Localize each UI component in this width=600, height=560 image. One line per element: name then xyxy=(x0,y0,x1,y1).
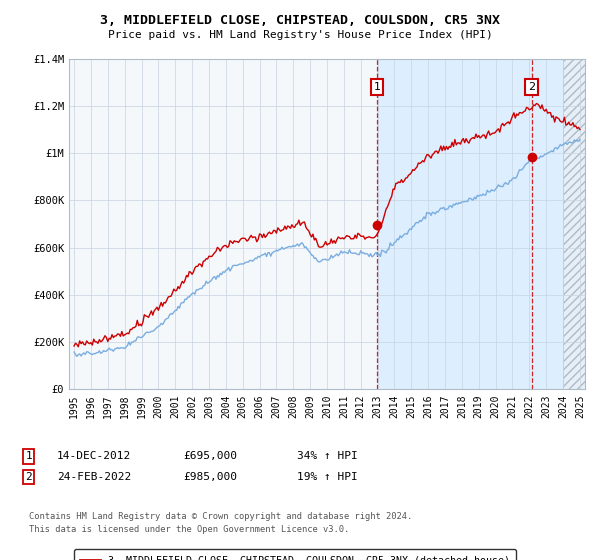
Text: £985,000: £985,000 xyxy=(183,472,237,482)
Bar xyxy=(377,59,563,389)
Text: 3, MIDDLEFIELD CLOSE, CHIPSTEAD, COULSDON, CR5 3NX: 3, MIDDLEFIELD CLOSE, CHIPSTEAD, COULSDO… xyxy=(100,14,500,27)
Text: 2: 2 xyxy=(528,82,535,92)
Text: 24-FEB-2022: 24-FEB-2022 xyxy=(57,472,131,482)
Text: Contains HM Land Registry data © Crown copyright and database right 2024.: Contains HM Land Registry data © Crown c… xyxy=(29,512,412,521)
Legend: 3, MIDDLEFIELD CLOSE, CHIPSTEAD, COULSDON, CR5 3NX (detached house), HPI: Averag: 3, MIDDLEFIELD CLOSE, CHIPSTEAD, COULSDO… xyxy=(74,549,516,560)
Text: Price paid vs. HM Land Registry's House Price Index (HPI): Price paid vs. HM Land Registry's House … xyxy=(107,30,493,40)
Text: £695,000: £695,000 xyxy=(183,451,237,461)
Text: 1: 1 xyxy=(373,82,380,92)
Text: 19% ↑ HPI: 19% ↑ HPI xyxy=(297,472,358,482)
Text: 14-DEC-2012: 14-DEC-2012 xyxy=(57,451,131,461)
Text: This data is licensed under the Open Government Licence v3.0.: This data is licensed under the Open Gov… xyxy=(29,525,349,534)
Text: 34% ↑ HPI: 34% ↑ HPI xyxy=(297,451,358,461)
Text: 2: 2 xyxy=(25,472,32,482)
Bar xyxy=(563,59,589,389)
Text: 1: 1 xyxy=(25,451,32,461)
